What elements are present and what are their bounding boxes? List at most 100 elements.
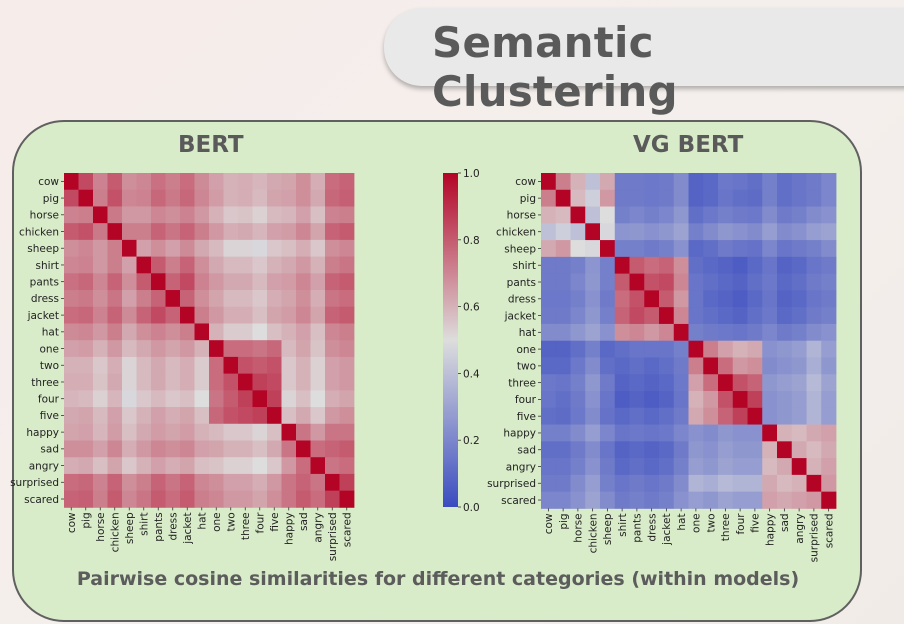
vgbert-cell xyxy=(555,307,571,325)
vgbert-cell xyxy=(821,273,837,291)
bert-cell xyxy=(165,323,181,341)
vgbert-cell xyxy=(821,407,837,425)
bert-cell xyxy=(209,490,224,508)
vgbert-cell xyxy=(585,223,601,241)
bert-cell xyxy=(223,290,239,308)
bert-cell xyxy=(310,173,326,191)
bert-ytick-label: pants xyxy=(30,276,59,288)
bert-cell xyxy=(136,340,152,358)
bert-xtick-label: two xyxy=(226,512,238,531)
bert-xtick-label: dress xyxy=(168,512,180,540)
bert-cell xyxy=(64,457,79,475)
bert-cell xyxy=(267,273,282,291)
vgbert-cell xyxy=(747,273,763,291)
bert-cell xyxy=(238,323,253,341)
vgbert-xtick-label: sheep xyxy=(602,513,614,545)
vgbert-xtick-label: five xyxy=(750,513,762,532)
vgbert-cell xyxy=(570,424,586,442)
vgbert-cell xyxy=(614,240,630,258)
bert-cell xyxy=(107,239,123,257)
bert-cell xyxy=(339,423,355,441)
bert-cell xyxy=(252,206,268,224)
bert-cell xyxy=(64,473,79,492)
bert-cell xyxy=(339,490,355,508)
bert-cell xyxy=(252,306,268,324)
vgbert-xtick-label: shirt xyxy=(617,513,629,536)
bert-cell xyxy=(325,356,340,375)
bert-cell xyxy=(136,457,152,475)
bert-cell xyxy=(151,290,166,308)
bert-cell xyxy=(122,457,137,475)
vgbert-cell xyxy=(541,474,557,493)
bert-cell xyxy=(107,407,123,425)
bert-cell xyxy=(78,290,94,308)
vgbert-cell xyxy=(762,374,778,392)
vgbert-xtick-label: happy xyxy=(764,513,776,546)
bert-xtick-label: scared xyxy=(342,512,354,547)
bert-cell xyxy=(281,407,297,425)
vgbert-cell xyxy=(762,307,778,325)
bert-cell xyxy=(252,390,268,408)
vgbert-cell xyxy=(555,173,571,191)
bert-cell xyxy=(180,457,195,475)
vgbert-cell xyxy=(541,290,557,308)
vgbert-cell xyxy=(777,240,793,258)
bert-cell xyxy=(194,356,210,375)
vgbert-cell xyxy=(659,374,675,392)
vgbert-cell xyxy=(806,273,822,291)
bert-cell xyxy=(267,440,282,458)
bert-cell xyxy=(223,457,239,475)
vgbert-ytick-label: angry xyxy=(506,461,536,473)
bert-cell xyxy=(64,407,79,425)
bert-cell xyxy=(180,373,195,391)
vgbert-cell xyxy=(791,173,807,191)
vgbert-cell xyxy=(541,307,557,325)
vgbert-cell xyxy=(644,206,660,224)
bert-cell xyxy=(252,256,268,274)
bert-cell xyxy=(238,290,253,308)
vgbert-cell xyxy=(718,290,734,308)
bert-cell xyxy=(78,440,94,458)
vgbert-cell xyxy=(718,256,734,275)
vgbert-cell xyxy=(777,474,793,493)
vgbert-cell xyxy=(585,424,601,442)
bert-cell xyxy=(252,340,268,358)
bert-cell xyxy=(180,423,195,441)
vgbert-cell xyxy=(644,474,660,493)
vgbert-ytick-label: scared xyxy=(501,495,536,507)
vgbert-cell xyxy=(585,357,601,375)
vgbert-xtick-label: chicken xyxy=(587,513,599,553)
vgbert-cell xyxy=(614,206,630,224)
bert-cell xyxy=(238,390,253,408)
bert-cell xyxy=(296,239,311,257)
vgbert-cell xyxy=(703,290,719,308)
bert-cell xyxy=(122,173,137,191)
vgbert-cell xyxy=(732,206,748,224)
vgbert-cell xyxy=(703,407,719,425)
bert-cell xyxy=(194,407,210,425)
bert-cell xyxy=(122,340,137,358)
vgbert-cell xyxy=(614,273,630,291)
bert-cell xyxy=(339,223,355,241)
colorbar-tick-label: 0.0 xyxy=(463,502,480,514)
bert-cell xyxy=(267,390,282,408)
bert-cell xyxy=(209,356,224,375)
vgbert-cell xyxy=(718,273,734,291)
vgbert-cell xyxy=(688,374,704,392)
vgbert-xtick-label: hat xyxy=(676,513,688,530)
vgbert-cell xyxy=(806,189,822,207)
bert-cell xyxy=(64,490,79,508)
vgbert-cell xyxy=(673,189,689,207)
vgbert-cell xyxy=(600,189,616,207)
bert-cell xyxy=(325,457,340,475)
bert-xtick-label: pants xyxy=(153,512,165,541)
bert-cell xyxy=(107,356,123,375)
bert-cell xyxy=(223,490,239,508)
bert-xtick-label: pig xyxy=(81,512,93,528)
bert-cell xyxy=(194,423,210,441)
vgbert-cell xyxy=(555,290,571,308)
vgbert-cell xyxy=(659,441,675,459)
bert-cell xyxy=(180,440,195,458)
vgbert-cell xyxy=(600,474,616,493)
bert-cell xyxy=(310,457,326,475)
